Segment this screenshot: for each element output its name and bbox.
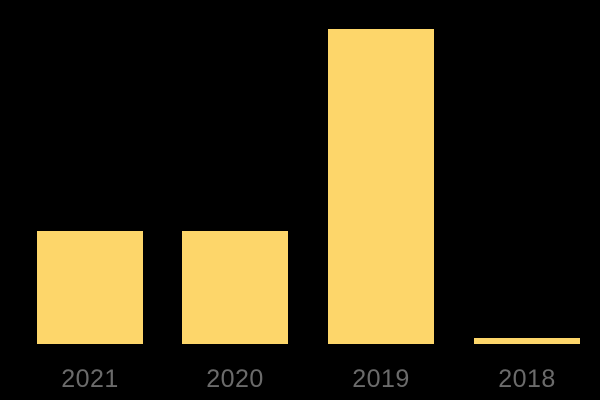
x-tick-label-2019: 2019 bbox=[352, 365, 410, 393]
bar-2018 bbox=[474, 338, 580, 344]
bar-2020 bbox=[182, 231, 288, 344]
x-tick-label-2020: 2020 bbox=[206, 365, 264, 393]
x-tick-label-2021: 2021 bbox=[61, 365, 119, 393]
bar-2019 bbox=[328, 29, 434, 344]
x-tick-label-2018: 2018 bbox=[498, 365, 556, 393]
bar-2021 bbox=[37, 231, 143, 344]
